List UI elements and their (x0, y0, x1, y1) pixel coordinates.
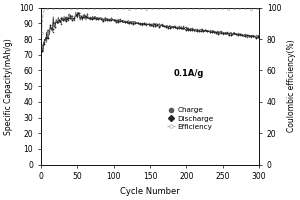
Y-axis label: Coulombic efficiency(%): Coulombic efficiency(%) (287, 40, 296, 132)
Text: 0.1A/g: 0.1A/g (174, 69, 204, 78)
Y-axis label: Specific Capacity(mAh/g): Specific Capacity(mAh/g) (4, 38, 13, 135)
X-axis label: Cycle Number: Cycle Number (120, 187, 180, 196)
Legend: Charge, Discharge, Efficiency: Charge, Discharge, Efficiency (164, 104, 217, 133)
